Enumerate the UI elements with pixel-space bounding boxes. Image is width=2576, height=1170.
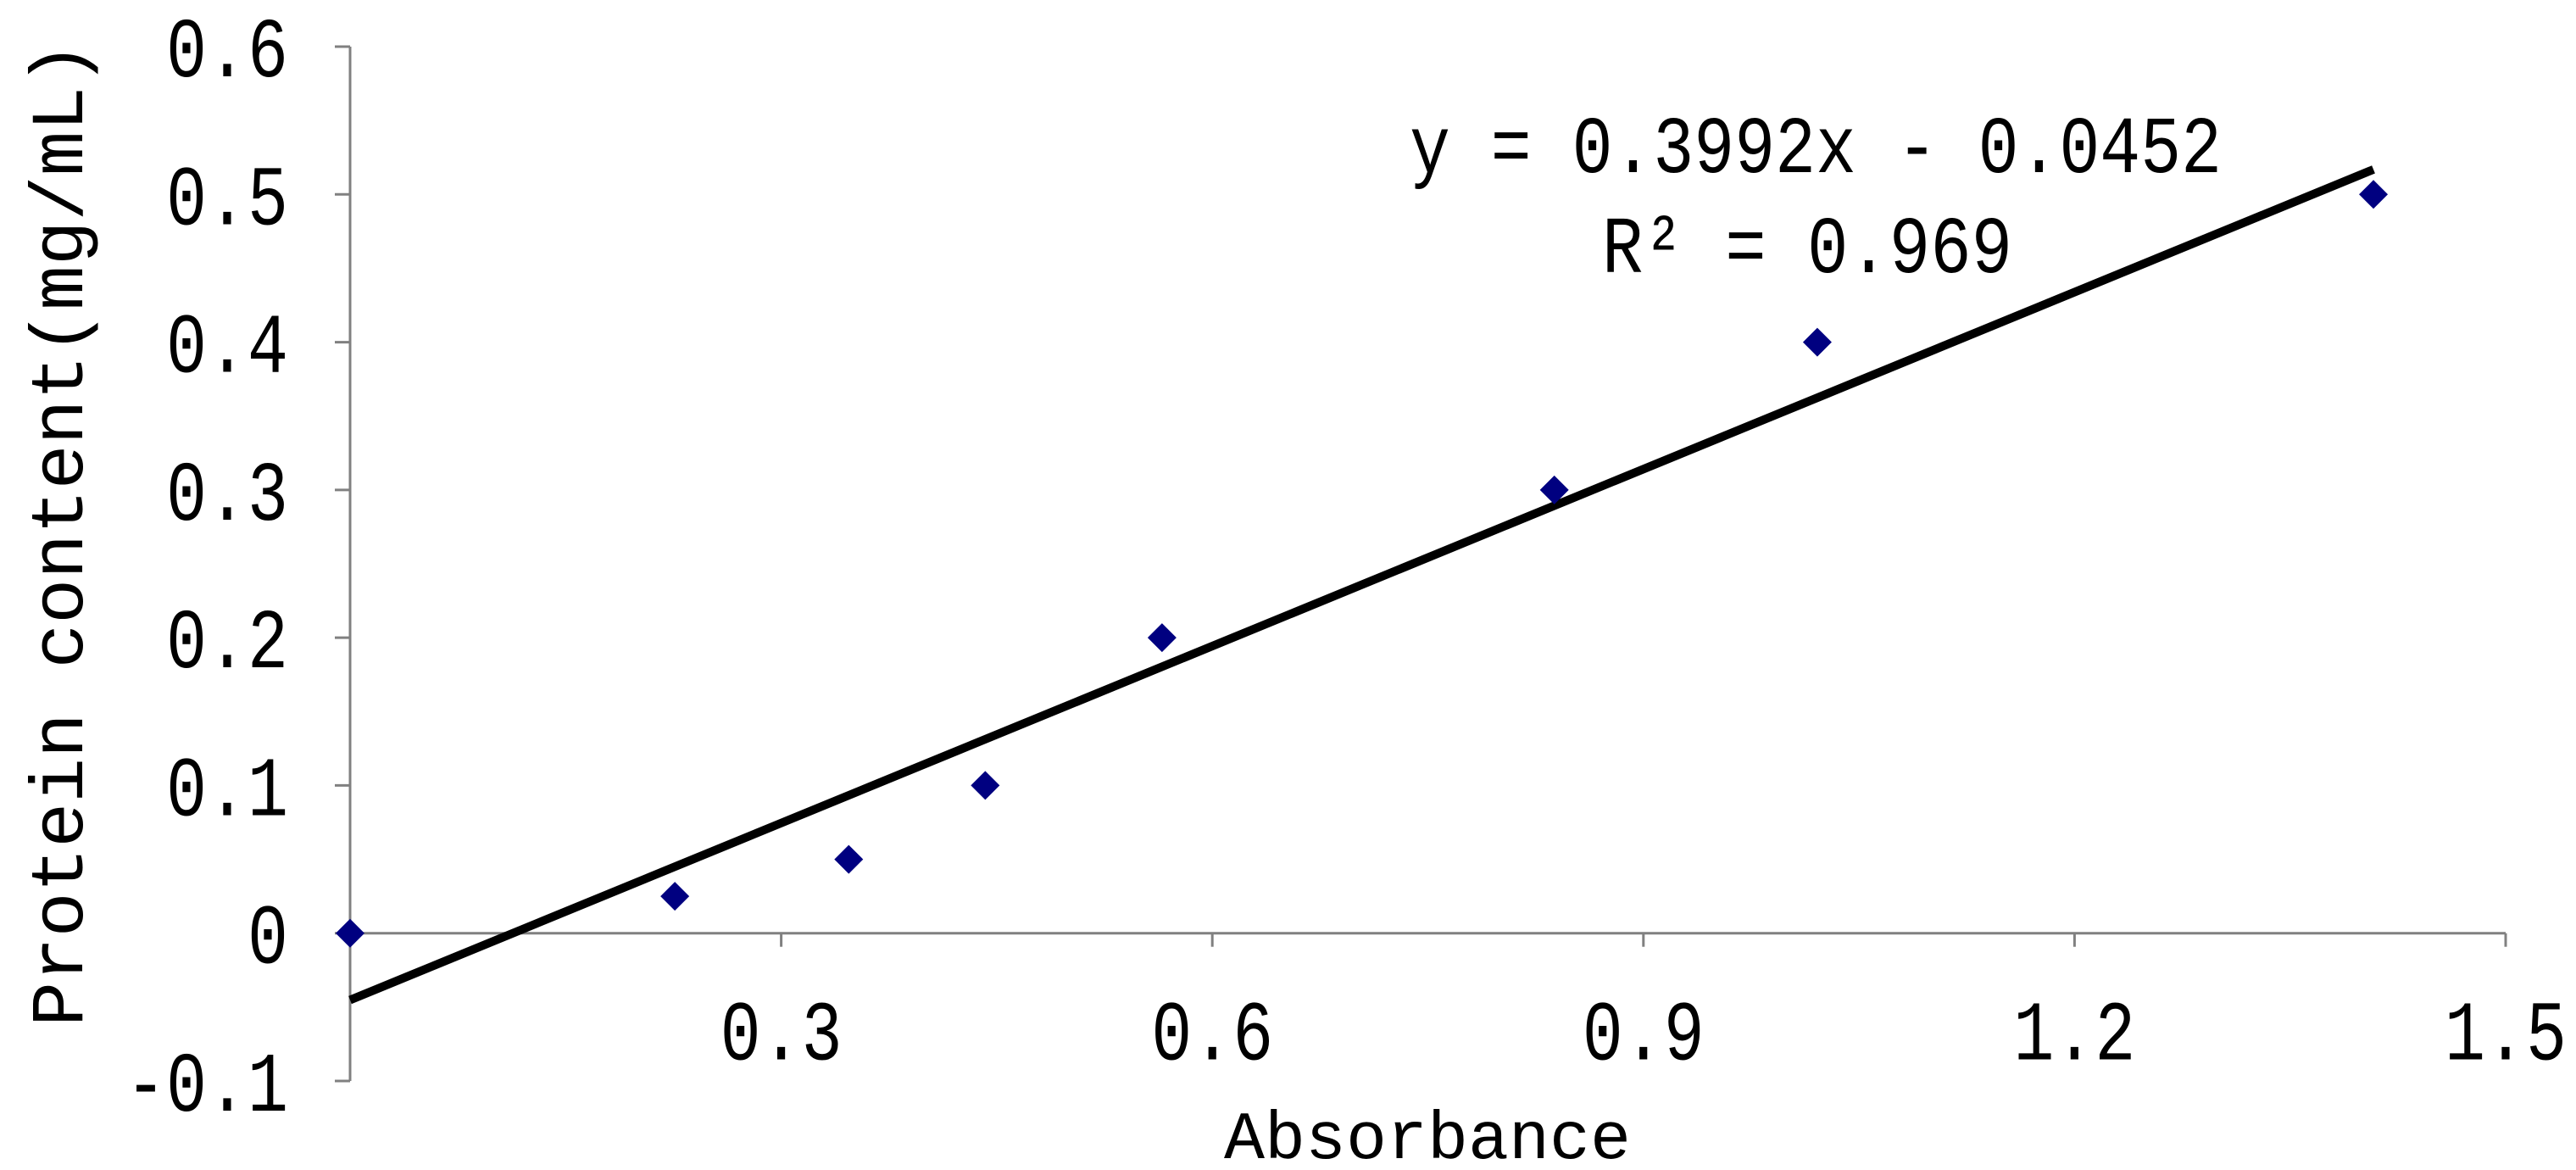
y-tick-label: 0.5 — [166, 154, 288, 250]
r-squared-label: R² = 0.969 — [1602, 204, 2012, 297]
x-tick-label: 0.9 — [1583, 990, 1705, 1086]
y-tick-label: 0.6 — [166, 7, 288, 103]
data-point — [660, 882, 690, 911]
y-axis-title: Protein content(mg/mL) — [21, 42, 105, 1027]
data-points — [336, 180, 2389, 948]
data-point — [1147, 623, 1177, 653]
axes: -0.1 0 0.1 0.2 0.3 0.4 0.5 0.6 0.3 0.6 0.9 1.2 1.5 — [125, 7, 2567, 1137]
y-tick-label: 0.2 — [166, 598, 288, 694]
trendline-equation: y = 0.3992x - 0.0452 — [1410, 104, 2222, 197]
data-point — [336, 918, 364, 948]
data-point — [1802, 327, 1832, 357]
x-tick-label: 1.2 — [2013, 990, 2135, 1086]
y-tick-label: 0 — [248, 894, 288, 989]
y-tick-label: 0.1 — [166, 745, 288, 841]
x-axis-title: Absorbance — [1224, 1102, 1631, 1170]
trendline — [348, 165, 2375, 1005]
trendline-layer — [348, 165, 2375, 1005]
y-tick-label: 0.3 — [166, 450, 288, 546]
data-point — [2359, 180, 2389, 209]
data-point — [1539, 475, 1569, 504]
data-point — [834, 844, 864, 874]
data-point — [971, 771, 1000, 800]
y-tick-label: -0.1 — [125, 1041, 288, 1137]
x-tick-label: 0.3 — [721, 990, 843, 1086]
x-tick-label: 0.6 — [1151, 990, 1273, 1086]
y-tick-label: 0.4 — [166, 303, 288, 398]
x-tick-label: 1.5 — [2445, 990, 2567, 1086]
